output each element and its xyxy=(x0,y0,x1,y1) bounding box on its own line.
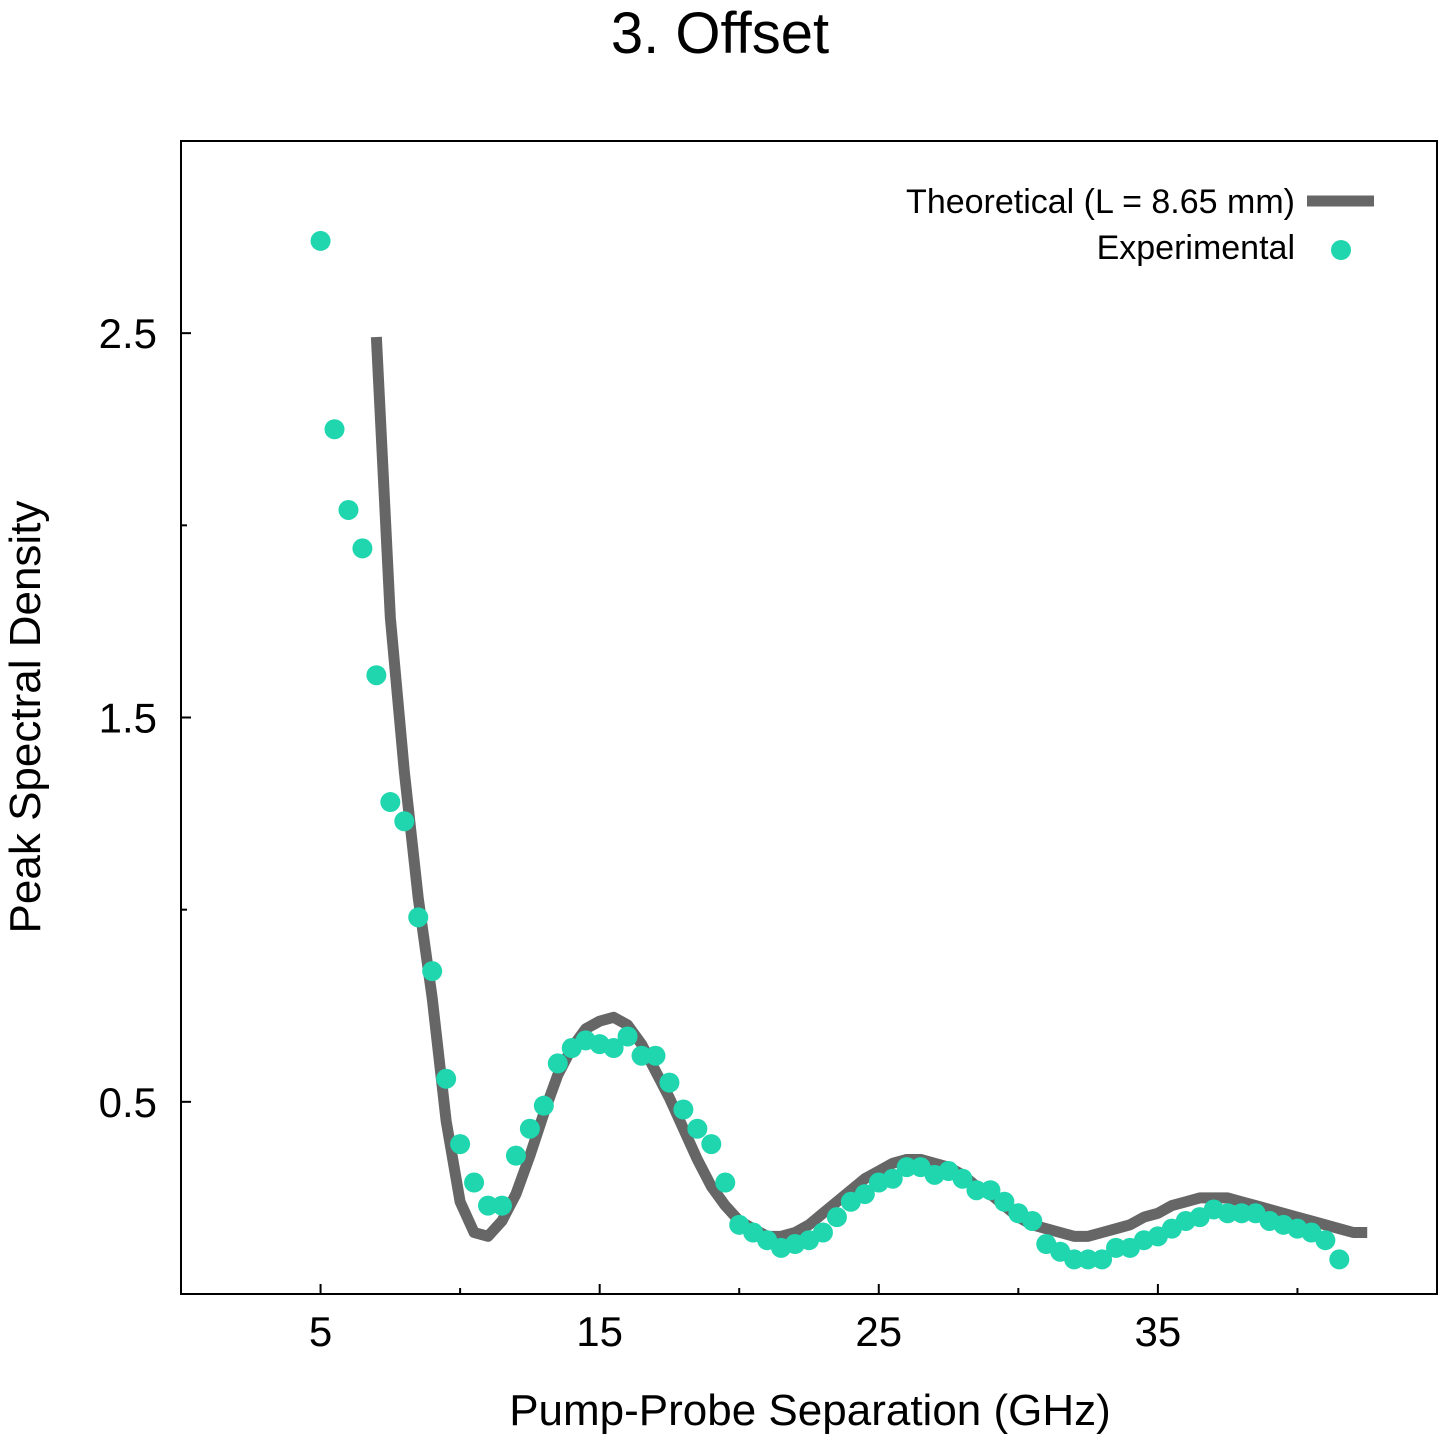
data-point xyxy=(673,1099,694,1120)
data-point xyxy=(826,1207,847,1228)
data-point xyxy=(505,1145,526,1166)
theory-line xyxy=(370,336,1368,1242)
data-point xyxy=(1217,1203,1238,1224)
data-point xyxy=(854,1184,875,1205)
data-point xyxy=(1329,1249,1350,1270)
x-tick-label: 35 xyxy=(1135,1308,1182,1355)
data-point xyxy=(645,1045,666,1066)
data-point xyxy=(394,811,415,832)
data-point xyxy=(1064,1249,1085,1270)
data-point xyxy=(882,1168,903,1189)
y-tick-label: 2.5 xyxy=(99,310,157,357)
data-point xyxy=(603,1038,624,1059)
data-point xyxy=(324,419,345,440)
data-point xyxy=(464,1172,485,1193)
data-point xyxy=(687,1118,708,1139)
data-point xyxy=(491,1195,512,1216)
data-point xyxy=(408,907,429,928)
data-point xyxy=(1078,1249,1099,1270)
data-point xyxy=(1022,1210,1043,1231)
data-point xyxy=(478,1195,499,1216)
data-point xyxy=(1315,1230,1336,1251)
data-point xyxy=(631,1045,652,1066)
data-point xyxy=(812,1222,833,1243)
x-axis-label: Pump-Probe Separation (GHz) xyxy=(509,1386,1111,1435)
y-axis-label: Peak Spectral Density xyxy=(1,501,50,934)
data-point xyxy=(715,1172,736,1193)
x-tick-label: 5 xyxy=(309,1308,332,1355)
data-point xyxy=(436,1068,457,1089)
data-point xyxy=(701,1134,722,1155)
data-point xyxy=(366,665,387,686)
data-point xyxy=(310,230,331,251)
data-point xyxy=(617,1026,638,1047)
data-point xyxy=(533,1095,554,1116)
data-point xyxy=(1092,1249,1113,1270)
x-tick-label: 25 xyxy=(855,1308,902,1355)
y-tick-label: 1.5 xyxy=(99,695,157,742)
data-point xyxy=(966,1180,987,1201)
data-point xyxy=(352,538,373,559)
legend-marker xyxy=(1331,240,1351,260)
data-point xyxy=(338,499,359,520)
data-point xyxy=(519,1118,540,1139)
plot-frame xyxy=(180,140,1438,1295)
data-point xyxy=(952,1168,973,1189)
data-point xyxy=(896,1157,917,1178)
x-tick-label: 15 xyxy=(576,1308,623,1355)
data-point xyxy=(450,1134,471,1155)
data-point xyxy=(380,792,401,813)
data-point xyxy=(422,961,443,982)
legend-label: Theoretical (L = 8.65 mm) xyxy=(906,183,1295,221)
y-tick-label: 0.5 xyxy=(99,1079,157,1126)
data-point xyxy=(659,1072,680,1093)
chart-title: 3. Offset xyxy=(611,1,829,66)
data-point xyxy=(980,1180,1001,1201)
legend-label: Experimental xyxy=(1097,229,1295,267)
data-point xyxy=(547,1053,568,1074)
data-point xyxy=(994,1191,1015,1212)
data-point xyxy=(1231,1203,1252,1224)
data-point xyxy=(1106,1237,1127,1258)
